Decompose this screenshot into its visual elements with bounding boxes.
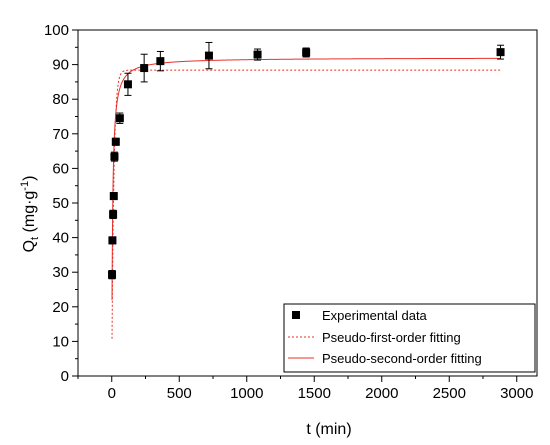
- y-tick-label: 30: [52, 264, 69, 281]
- data-point: [115, 112, 124, 124]
- data-point: [302, 47, 311, 58]
- x-tick-label: 2500: [433, 385, 466, 402]
- x-tick-label: 2000: [365, 385, 398, 402]
- legend-box: [283, 303, 536, 373]
- data-marker: [123, 80, 132, 89]
- data-point: [109, 209, 118, 220]
- data-marker: [156, 57, 165, 66]
- y-tick-label: 50: [52, 195, 69, 212]
- x-tick-label: 1000: [230, 385, 263, 402]
- data-marker: [111, 137, 120, 146]
- y-tick-label: 60: [52, 160, 69, 177]
- legend-entry-experimental: Experimental data: [322, 308, 428, 323]
- data-marker: [109, 210, 118, 219]
- y-tick-label: 70: [52, 126, 69, 143]
- legend-entry-pfo: Pseudo-first-order fitting: [322, 330, 461, 345]
- y-axis-title-sub: t: [29, 237, 41, 240]
- data-point: [109, 192, 118, 201]
- pseudo-first-order-curve: [111, 69, 501, 339]
- data-point: [156, 50, 165, 72]
- data-marker: [204, 51, 213, 60]
- data-point: [108, 236, 117, 245]
- fit-curves: [111, 57, 501, 339]
- axes: 0 500 1000 1500 2000 2500 3000 0 10 20 30 40 50 60 70 8…: [44, 22, 538, 402]
- legend-marker-square: [292, 311, 300, 319]
- y-axis-title-close: ): [21, 176, 38, 181]
- y-tick-label: 20: [52, 299, 69, 316]
- legend-entry-pso: Pseudo-second-order fitting: [322, 351, 482, 366]
- x-axis-title: t (min): [306, 421, 351, 438]
- data-point: [253, 48, 262, 61]
- data-marker: [108, 236, 117, 245]
- data-points: [108, 41, 505, 280]
- pseudo-second-order-curve: [111, 57, 501, 301]
- y-tick-label: 40: [52, 230, 69, 247]
- data-point: [204, 41, 213, 70]
- data-marker: [109, 192, 118, 201]
- data-marker: [302, 48, 311, 57]
- x-tick-label: 3000: [500, 385, 533, 402]
- data-marker: [140, 64, 149, 73]
- data-point: [140, 53, 149, 83]
- y-tick-label: 80: [52, 91, 69, 108]
- y-axis-title-sup: -1: [19, 181, 31, 191]
- data-marker: [115, 114, 124, 123]
- x-tick-label: 500: [167, 385, 192, 402]
- y-tick-label: 90: [52, 57, 69, 74]
- data-point: [108, 269, 117, 280]
- y-tick-label: 10: [52, 333, 69, 350]
- x-tick-label: 1500: [298, 385, 331, 402]
- y-axis-title-unit: (mg·g: [21, 191, 38, 237]
- y-axis-title: Qt (mg·g-1): [19, 176, 41, 253]
- y-tick-label: 0: [61, 368, 69, 385]
- y-tick-label: 100: [44, 22, 69, 39]
- data-marker: [253, 50, 262, 59]
- y-axis-title-main: Q: [21, 240, 38, 252]
- x-tick-label: 0: [108, 385, 116, 402]
- data-marker: [496, 48, 505, 57]
- data-marker: [110, 152, 119, 161]
- data-point: [123, 72, 132, 96]
- data-marker: [108, 270, 117, 279]
- data-point: [110, 151, 119, 162]
- legend: Experimental data Pseudo-first-order fit…: [283, 303, 536, 373]
- data-point: [496, 44, 505, 60]
- data-point: [111, 137, 120, 146]
